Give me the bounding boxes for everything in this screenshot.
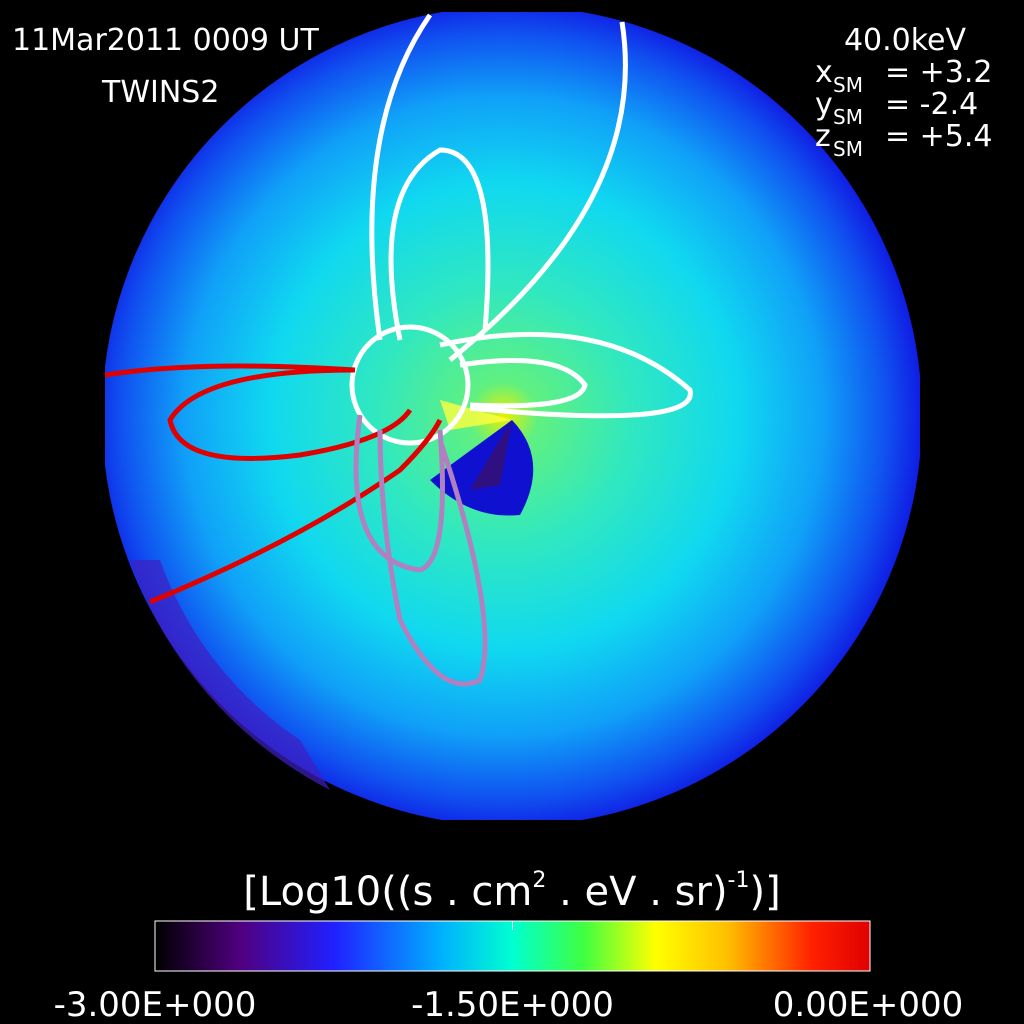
superscript: 2 bbox=[532, 868, 546, 893]
colorbar: [Log10((s . cm2 . eV . sr)-1)] -3.00E+000… bbox=[54, 868, 964, 1024]
superscript: -1 bbox=[728, 868, 750, 893]
axis-letter: z bbox=[815, 119, 831, 154]
frame-subscript: SM bbox=[833, 105, 863, 129]
energy-label: 40.0keV bbox=[844, 23, 967, 58]
axis-letter: y bbox=[815, 87, 833, 122]
title-part: . eV . sr) bbox=[546, 869, 727, 915]
tick-label: 0.00E+000 bbox=[773, 985, 964, 1024]
position-block: x SM = +3.2y SM = -2.4z SM = +5.4 bbox=[815, 55, 993, 161]
axis-letter: x bbox=[815, 55, 833, 90]
title-part: [Log10((s . cm bbox=[243, 869, 532, 915]
tick-label: -3.00E+000 bbox=[54, 985, 257, 1024]
title-part: )] bbox=[749, 869, 780, 915]
coordinate-value: = +5.4 bbox=[885, 119, 993, 154]
tick-label: -1.50E+000 bbox=[411, 985, 614, 1024]
coordinate-value: = +3.2 bbox=[885, 55, 993, 90]
field-lines bbox=[104, 13, 693, 687]
colorbar-title: [Log10((s . cm2 . eV . sr)-1)] bbox=[243, 868, 780, 915]
date-label: 11Mar2011 0009 UT bbox=[12, 23, 320, 58]
frame-subscript: SM bbox=[833, 73, 863, 97]
coordinate-value: = -2.4 bbox=[885, 87, 978, 122]
flux-disk bbox=[105, 12, 920, 820]
frame-subscript: SM bbox=[833, 137, 863, 161]
satellite-label: TWINS2 bbox=[101, 75, 219, 110]
